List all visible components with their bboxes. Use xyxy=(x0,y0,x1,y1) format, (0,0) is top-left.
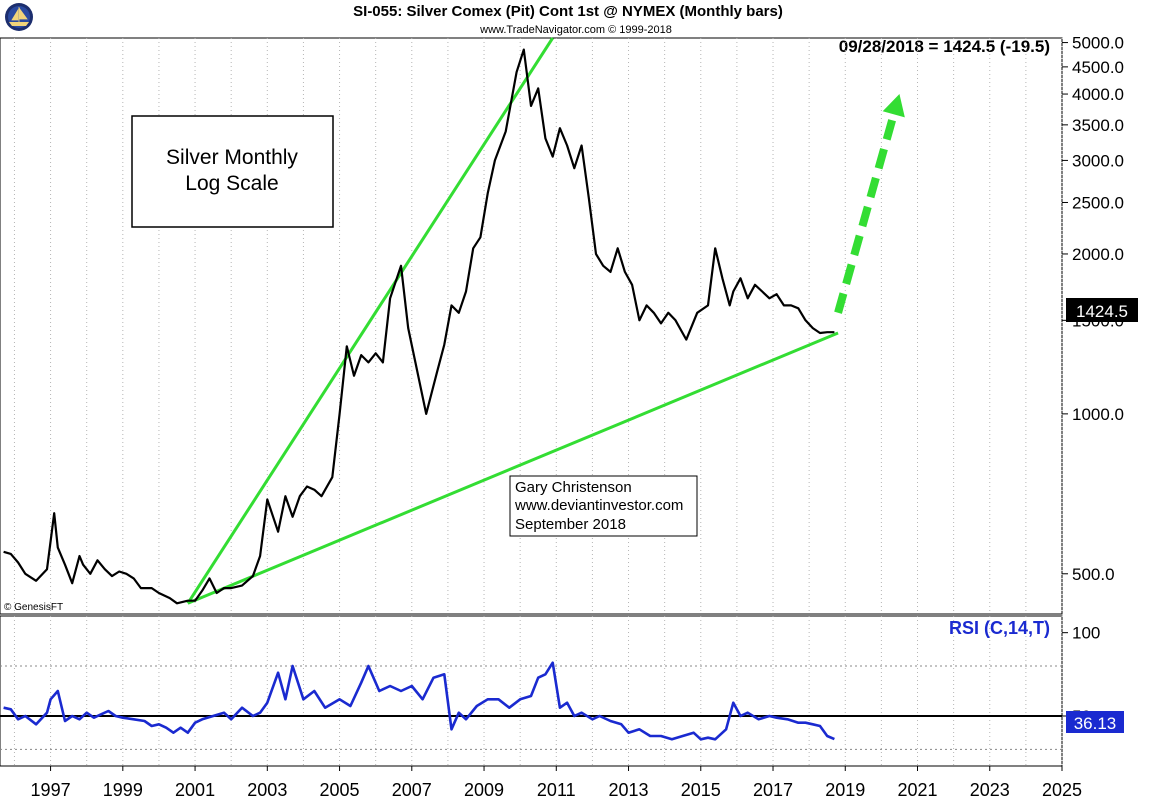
credit-line-1: Gary Christenson xyxy=(515,479,632,496)
price-tick-label: 5000.0 xyxy=(1072,34,1124,53)
annotation-silver-line-2: Log Scale xyxy=(185,172,278,195)
annotation-box-credit: Gary Christenson www.deviantinvestor.com… xyxy=(509,475,698,537)
rsi-last-badge: 36.13 xyxy=(1066,711,1124,733)
lower-trend-line xyxy=(187,331,839,605)
trend-forecast-arrow-head xyxy=(882,94,905,118)
x-tick-label: 2015 xyxy=(681,780,721,800)
trend-lines xyxy=(186,37,905,605)
x-tick-label: 2021 xyxy=(897,780,937,800)
credit-line-2: www.deviantinvestor.com xyxy=(514,497,683,514)
x-tick-label: 2019 xyxy=(825,780,865,800)
rsi-reference-lines xyxy=(0,665,1062,750)
x-tick-label: 2003 xyxy=(247,780,287,800)
x-axis: 1997 1999 2001 2003 2005 2007 2009 2011 2013 2015… xyxy=(31,766,1082,800)
price-tick-label: 3500.0 xyxy=(1072,116,1124,135)
annotation-silver-line-1: Silver Monthly xyxy=(166,146,298,169)
price-tick-label: 500.0 xyxy=(1072,565,1115,584)
rsi-last-badge-text: 36.13 xyxy=(1074,714,1117,733)
rsi-title: RSI (C,14,T) xyxy=(949,618,1050,638)
annotation-box-silver: Silver Monthly Log Scale xyxy=(131,115,334,228)
price-tick-label: 2000.0 xyxy=(1072,245,1124,264)
x-tick-label: 2023 xyxy=(970,780,1010,800)
last-value-label: 09/28/2018 = 1424.5 (-19.5) xyxy=(839,37,1050,56)
trend-forecast-arrow-shaft xyxy=(834,106,900,314)
chart-subtitle: www.TradeNavigator.com © 1999-2018 xyxy=(479,24,672,36)
x-tick-label: 1997 xyxy=(31,780,71,800)
x-tick-label: 2013 xyxy=(609,780,649,800)
trade-navigator-ship-icon xyxy=(5,3,33,31)
copyright-label: © GenesisFT xyxy=(4,602,63,613)
x-tick-label: 2017 xyxy=(753,780,793,800)
x-tick-label: 2001 xyxy=(175,780,215,800)
x-tick-label: 2025 xyxy=(1042,780,1082,800)
price-tick-label: 1000.0 xyxy=(1072,405,1124,424)
rsi-tick-label: 100 xyxy=(1072,624,1100,643)
x-tick-label: 1999 xyxy=(103,780,143,800)
price-last-badge: 1424.5 xyxy=(1066,298,1138,322)
price-tick-label: 4500.0 xyxy=(1072,58,1124,77)
chart-title: SI-055: Silver Comex (Pit) Cont 1st @ NY… xyxy=(353,3,783,20)
rsi-series-line xyxy=(3,661,835,741)
rsi-axis: 10050 xyxy=(1062,624,1100,726)
price-tick-label: 4000.0 xyxy=(1072,85,1124,104)
credit-line-3: September 2018 xyxy=(515,516,626,533)
price-tick-label: 2500.0 xyxy=(1072,193,1124,212)
price-last-badge-text: 1424.5 xyxy=(1076,302,1128,321)
price-tick-label: 3000.0 xyxy=(1072,151,1124,170)
rsi-panel xyxy=(0,615,1063,767)
x-tick-label: 2007 xyxy=(392,780,432,800)
x-tick-label: 2005 xyxy=(320,780,360,800)
x-tick-label: 2011 xyxy=(537,780,576,800)
price-series-line xyxy=(3,48,835,605)
x-tick-label: 2009 xyxy=(464,780,504,800)
upper-trend-line xyxy=(186,37,554,605)
